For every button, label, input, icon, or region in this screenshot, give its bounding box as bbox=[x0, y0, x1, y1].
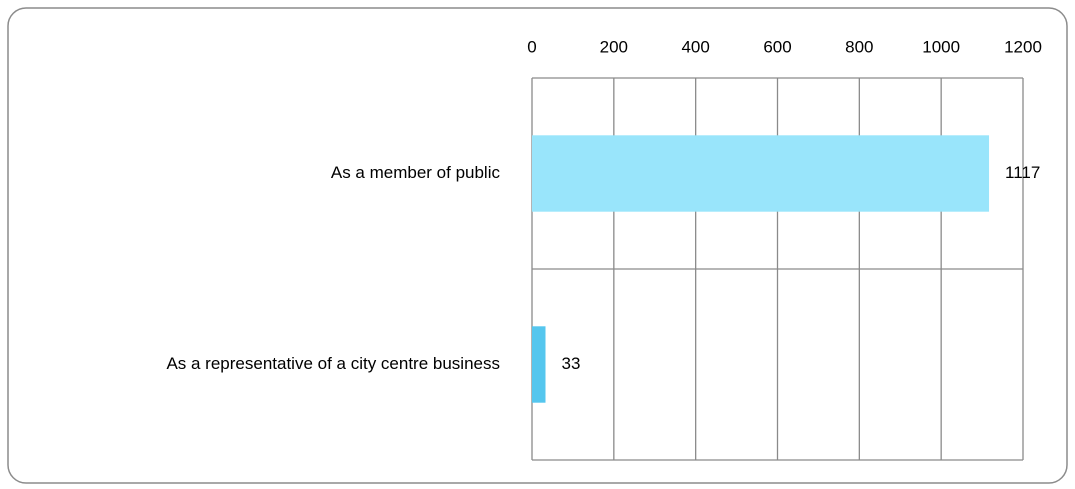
x-tick-label: 800 bbox=[845, 37, 873, 56]
x-tick-label: 600 bbox=[763, 37, 791, 56]
data-label: 33 bbox=[562, 354, 581, 373]
chart-frame bbox=[7, 7, 1068, 484]
bar bbox=[532, 135, 990, 212]
y-tick-label: As a member of public bbox=[331, 163, 501, 182]
bar bbox=[532, 326, 546, 403]
data-label: 1117 bbox=[1005, 163, 1040, 182]
x-tick-label: 400 bbox=[681, 37, 709, 56]
x-tick-label: 0 bbox=[527, 37, 536, 56]
x-tick-label: 1000 bbox=[922, 37, 960, 56]
y-tick-label: As a representative of a city centre bus… bbox=[166, 354, 500, 373]
x-tick-label: 1200 bbox=[1004, 37, 1042, 56]
x-tick-label: 200 bbox=[600, 37, 628, 56]
